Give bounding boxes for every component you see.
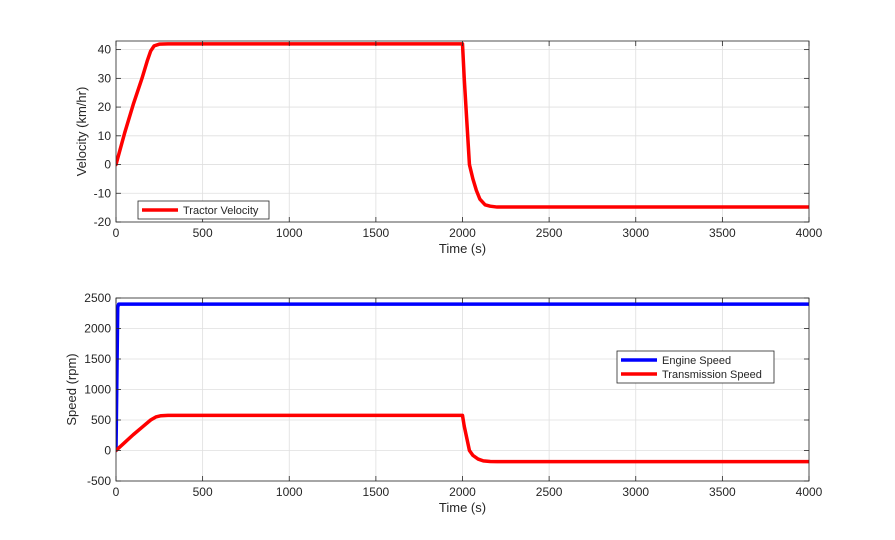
chart-1: 0 500 1000 1500 2000 2500 3000 3500 4000 -20 -10 0 1… <box>74 40 823 256</box>
chart-2-y-tick-label: 2500 <box>84 291 111 305</box>
chart-2-legend: Engine Speed Transmission Speed <box>616 350 775 384</box>
chart-1-x-tick-label: 1500 <box>363 226 390 240</box>
chart-2-x-tick-label: 3000 <box>622 485 649 499</box>
chart-2-x-tick-label: 500 <box>193 485 213 499</box>
chart-2-y-tick-label: 1500 <box>84 352 111 366</box>
chart-2-series-line-2 <box>116 413 809 464</box>
chart-1-x-tick-label: 2000 <box>449 226 476 240</box>
chart-1-y-tick-label: 0 <box>104 158 111 172</box>
chart-2-x-tick-label: 1500 <box>363 485 390 499</box>
chart-1-y-tick-label: 30 <box>98 71 112 85</box>
chart-2-y-tick-label: 0 <box>104 444 111 458</box>
chart-1-y-tick-label: -10 <box>94 186 112 200</box>
chart-1-x-axis-label: Time (s) <box>439 241 486 256</box>
chart-2-y-tick-label: 500 <box>91 413 111 427</box>
chart-1-x-tick-label: 0 <box>113 226 120 240</box>
chart-2-legend-label-1: Engine Speed <box>662 355 731 367</box>
chart-1-y-tick-label: 40 <box>98 43 112 57</box>
chart-1-series-line-1 <box>116 42 809 209</box>
chart-1-x-tick-label: 1000 <box>276 226 303 240</box>
chart-2-x-tick-label: 0 <box>113 485 120 499</box>
chart-1-legend-label-1: Tractor Velocity <box>183 205 259 217</box>
chart-1-x-tick-label: 3000 <box>622 226 649 240</box>
chart-2-y-axis-label: Speed (rpm) <box>64 353 79 425</box>
chart-2-legend-box <box>616 350 775 384</box>
chart-1-legend-box <box>137 200 270 220</box>
chart-1-y-tick-label: -20 <box>94 215 112 229</box>
chart-2-x-tick-label: 2500 <box>536 485 563 499</box>
chart-2-y-tick-label: 1000 <box>84 383 111 397</box>
chart-2-y-tick-label: 2000 <box>84 322 111 336</box>
chart-1-y-tick-label: 20 <box>98 100 112 114</box>
chart-2-x-tick-label: 1000 <box>276 485 303 499</box>
chart-1-x-tick-label: 500 <box>193 226 213 240</box>
chart-1-legend: Tractor Velocity <box>137 200 270 220</box>
chart-1-x-tick-label: 2500 <box>536 226 563 240</box>
chart-2-x-tick-label: 4000 <box>796 485 823 499</box>
chart-2-x-tick-label: 3500 <box>709 485 736 499</box>
chart-2-y-tick-label: -500 <box>87 474 111 488</box>
chart-2-x-axis-label: Time (s) <box>439 500 486 515</box>
chart-2: 0 500 1000 1500 2000 2500 3000 3500 4000-5000500… <box>64 291 823 515</box>
chart-2-series-line-1 <box>116 302 809 453</box>
chart-1-x-tick-label: 3500 <box>709 226 736 240</box>
chart-1-y-tick-label: 10 <box>98 129 112 143</box>
chart-1-x-tick-label: 4000 <box>796 226 823 240</box>
chart-2-legend-label-2: Transmission Speed <box>662 369 762 381</box>
chart-1-y-axis-label: Velocity (km/hr) <box>74 87 89 177</box>
chart-2-x-tick-label: 2000 <box>449 485 476 499</box>
